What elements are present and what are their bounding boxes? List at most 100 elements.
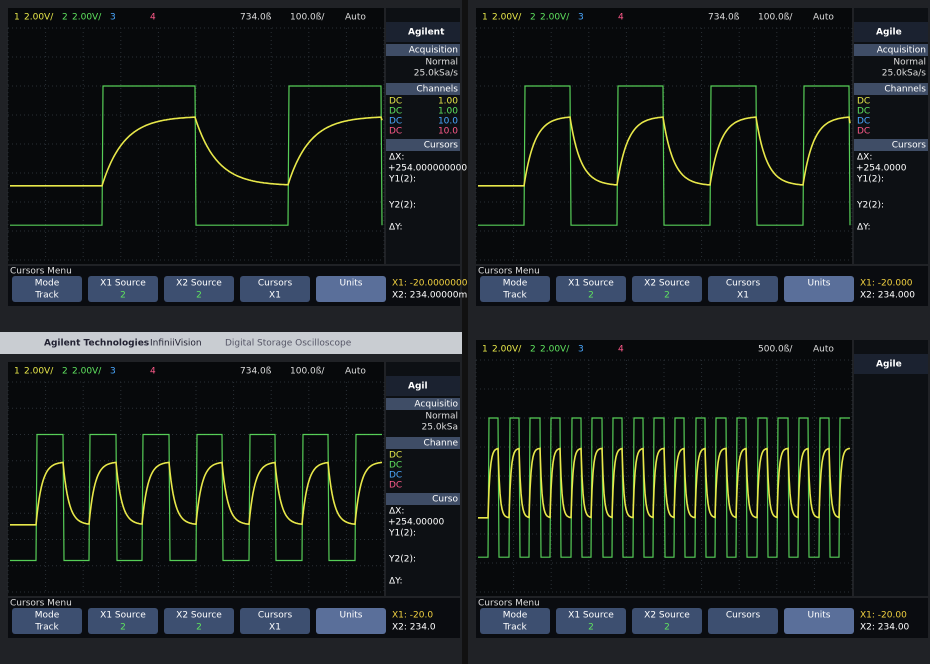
coupling: DC [857,117,870,127]
delay: 734.0ß [240,13,272,23]
coupling: DC [857,97,870,107]
x1-readout: X1: -20.000 [860,279,913,289]
ch4-label: 4 [618,345,624,355]
collage: 12.00V/22.00V/34734.0ß100.0ß/Auto11.20VA… [0,0,930,664]
softkey-value: 2 [196,291,202,301]
ch2-label: 2 [530,13,536,23]
scope-photo: 12.00V/22.00V/34734.0ß100.0ß/Auto1AgileA… [468,0,930,332]
acq-mode: Normal [893,58,926,68]
menu-title: Cursors Menu [10,267,72,277]
acquisition-title: Acquisitio [414,400,458,410]
x2-readout: X2: 234.00000m [392,291,467,301]
softkey-label: Cursors [726,279,761,289]
ch1-scale: 2.00V/ [492,13,522,23]
softkey-label: X1 Source [568,611,614,621]
dx-value: +254.00000 [388,518,444,528]
softkey-label: X1 Source [568,279,614,289]
y1-label: Y1(2): [856,175,884,185]
brand: Agilent [408,28,445,38]
ch2-scale: 2.00V/ [72,13,102,23]
softkey-label: Units [807,611,830,621]
softkey-label: X2 Source [176,611,222,621]
kind: Digital Storage Oscilloscope [225,339,352,349]
coupling: DC [389,471,402,481]
dx-label: ΔX: [389,507,404,517]
ch3-label: 3 [578,13,584,23]
softkey-label: Cursors [726,611,761,621]
softkey-label: Cursors [258,279,293,289]
ch1-label: 1 [482,13,488,23]
ch4-label: 4 [150,367,156,377]
timebase: 100.0ß/ [290,367,325,377]
maker: Agilent Technologies [44,339,149,349]
trigger-mode: Auto [813,345,834,355]
acq-mode: Normal [425,58,458,68]
ch4-label: 4 [618,13,624,23]
y2-label: Y2(2): [856,201,884,211]
softkey-label: Cursors [258,611,293,621]
y1-label: Y1(2): [388,175,416,185]
acquisition-title: Acquisition [877,46,926,56]
x2-readout: X2: 234.000 [860,291,915,301]
scope-photo: 12.00V/22.00V/34734.0ß100.0ß/Auto11.20VA… [0,0,468,332]
softkey-label: Mode [35,279,60,289]
softkey-value: Track [502,623,527,633]
dy-label: ΔY: [389,577,403,587]
softkey-label: Units [807,279,830,289]
softkey-label: Mode [503,611,528,621]
x1-readout: X1: -20.00 [860,611,907,621]
softkey-value: X1 [269,623,281,633]
trigger-mode: Auto [345,13,366,23]
softkey-label: Units [339,279,362,289]
ch1-label: 1 [14,367,20,377]
ch2-scale: 2.00V/ [540,345,570,355]
softkey-label: X1 Source [100,611,146,621]
softkey-value: 2 [196,623,202,633]
delay: 734.0ß [708,13,740,23]
brand: Agile [876,360,902,370]
trigger-mode: Auto [345,367,366,377]
coupling: DC [389,481,402,491]
ch2-label: 2 [62,367,68,377]
softkey-value: X1 [269,291,281,301]
ch3-label: 3 [110,13,116,23]
acq-mode: Normal [425,412,458,422]
ch1-label: 1 [482,345,488,355]
ch2-scale: 2.00V/ [72,367,102,377]
ch2-label: 2 [62,13,68,23]
ch1-scale: 2.00V/ [492,345,522,355]
brand: Agile [876,28,902,38]
ch1-scale: 2.00V/ [24,367,54,377]
softkey-label: X1 Source [100,279,146,289]
softkey-label: Units [339,611,362,621]
timebase: 500.0ß/ [758,345,793,355]
channel-scale: 10.0 [438,117,458,127]
ch4-label: 4 [150,13,156,23]
menu-title: Cursors Menu [478,267,540,277]
cursors-title: Cursors [424,141,459,151]
softkey-value: 2 [120,623,126,633]
dx-label: ΔX: [857,153,872,163]
ch2-scale: 2.00V/ [540,13,570,23]
sample-rate: 25.0kSa [422,423,458,433]
softkey-value: Track [34,623,59,633]
channels-title: Channels [884,85,926,95]
brand: Agil [408,382,428,392]
x2-readout: X2: 234.00 [860,623,910,633]
ch1-label: 1 [14,13,20,23]
coupling: DC [857,127,870,137]
ch3-label: 3 [110,367,116,377]
coupling: DC [389,127,402,137]
acquisition-title: Acquisition [409,46,458,56]
softkey-value: 2 [588,291,594,301]
dx-value: +254.000000000 [388,164,467,174]
dy-label: ΔY: [857,223,871,233]
coupling: DC [389,117,402,127]
ch1-scale: 2.00V/ [24,13,54,23]
dx-label: ΔX: [389,153,404,163]
softkey-value: 2 [120,291,126,301]
y2-label: Y2(2): [388,201,416,211]
sidebar [854,340,928,596]
sample-rate: 25.0kSa/s [414,69,459,79]
